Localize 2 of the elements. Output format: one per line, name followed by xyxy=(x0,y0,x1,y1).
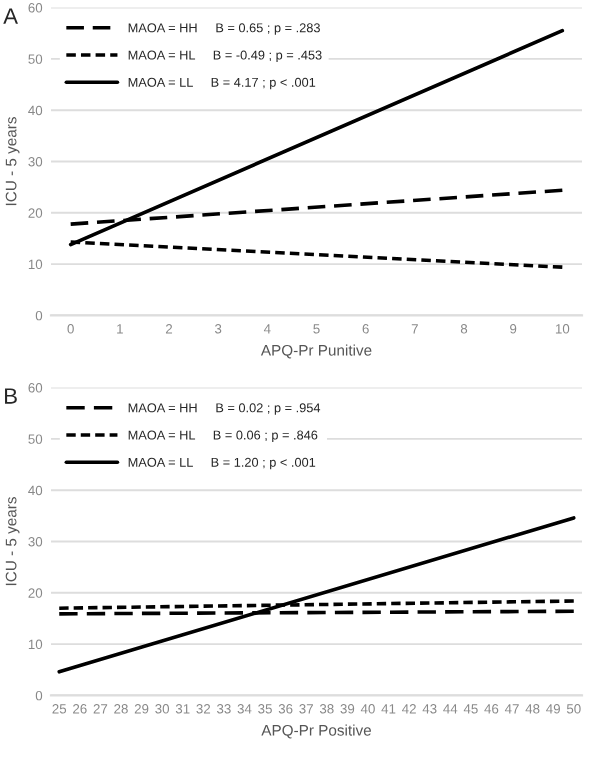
chart-title: A xyxy=(3,8,18,24)
chart-title: B xyxy=(5,388,17,404)
